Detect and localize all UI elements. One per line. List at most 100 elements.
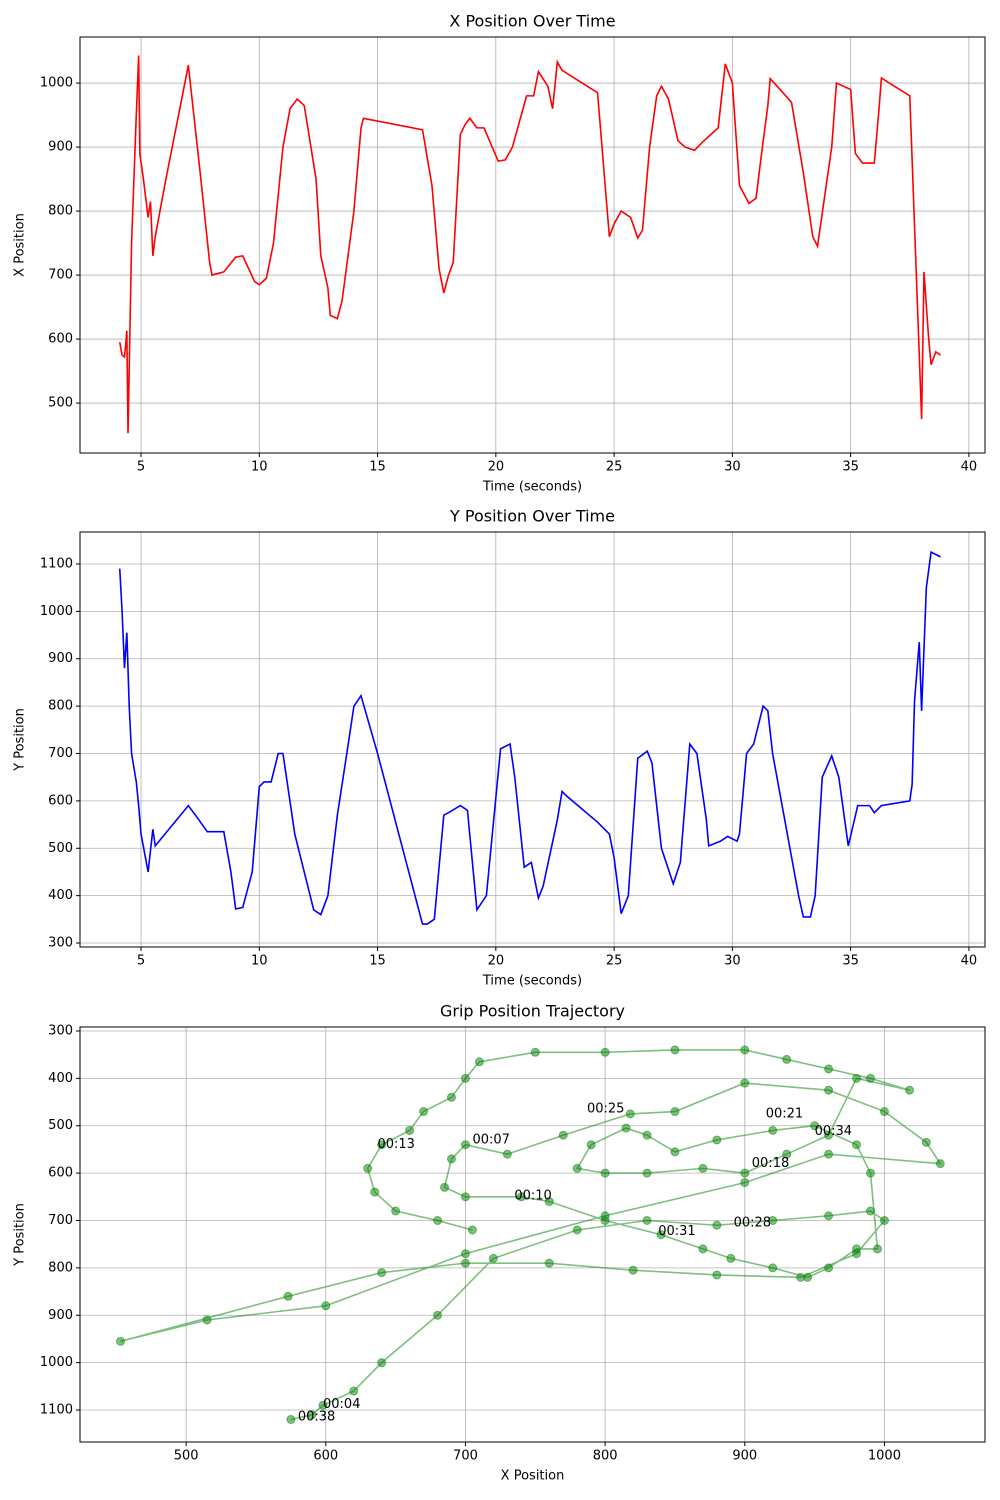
x-tick-label: 1000: [868, 1449, 901, 1464]
point: [824, 1064, 834, 1074]
x-tick-label: 35: [842, 954, 859, 969]
y-tick-label: 900: [48, 140, 73, 155]
plot-frame: [79, 36, 986, 454]
point: [363, 1163, 373, 1173]
x-tick-label: 15: [369, 954, 386, 969]
point: [307, 1410, 317, 1420]
point: [824, 1263, 834, 1273]
point: [852, 1073, 862, 1083]
y-tick-label: 1100: [40, 1403, 73, 1418]
x-tick-label: 20: [488, 954, 505, 969]
point: [516, 1192, 526, 1202]
annotation: 00:10: [514, 1188, 551, 1203]
point: [474, 1057, 484, 1067]
y-tick-label: 800: [48, 1260, 73, 1275]
x-tick-label: 25: [606, 460, 623, 475]
y-tick-label: 600: [48, 332, 73, 347]
point: [712, 1135, 722, 1145]
data-line: [118, 55, 941, 434]
point: [321, 1301, 331, 1311]
point: [879, 1215, 889, 1225]
point: [824, 1149, 834, 1159]
y-tick-label: 700: [48, 268, 73, 283]
point: [419, 1107, 429, 1117]
point: [935, 1159, 945, 1169]
point: [488, 1253, 498, 1263]
point: [283, 1291, 293, 1301]
trajectory-line: [120, 1049, 942, 1421]
point: [698, 1244, 708, 1254]
annotation: 00:04: [323, 1397, 360, 1412]
point: [740, 1178, 750, 1188]
point: [530, 1047, 540, 1057]
point: [621, 1123, 631, 1133]
point: [460, 1073, 470, 1083]
plot-area: [116, 1045, 945, 1424]
x-tick-label: 40: [961, 460, 978, 475]
x-tick-label: 5: [137, 954, 145, 969]
y-tick-label: 500: [48, 396, 73, 411]
y-tick-label: 1000: [40, 1355, 73, 1370]
y-tick-label: 300: [48, 936, 73, 951]
point: [600, 1215, 610, 1225]
y-axis-label: Y Position: [13, 1203, 28, 1267]
point: [286, 1414, 296, 1424]
y-tick-label: 600: [48, 793, 73, 808]
point: [726, 1253, 736, 1263]
point: [460, 1258, 470, 1268]
point: [572, 1225, 582, 1235]
point: [586, 1140, 596, 1150]
y-axis-label: X Position: [13, 213, 28, 277]
point: [852, 1244, 862, 1254]
y-tick-label: 600: [48, 1166, 73, 1181]
point: [467, 1225, 477, 1235]
point: [865, 1168, 875, 1178]
point: [740, 1168, 750, 1178]
point: [712, 1270, 722, 1280]
x-tick-label: 25: [606, 954, 623, 969]
point: [642, 1215, 652, 1225]
point: [824, 1211, 834, 1221]
point: [544, 1258, 554, 1268]
point: [433, 1310, 443, 1320]
annotation: 00:28: [734, 1215, 771, 1230]
y-tick-label: 300: [48, 1023, 73, 1038]
annotation: 00:25: [587, 1102, 624, 1117]
point: [391, 1206, 401, 1216]
x-axis-label: Time (seconds): [482, 974, 582, 989]
y-tick-label: 800: [48, 204, 73, 219]
annotation: 00:13: [377, 1137, 414, 1152]
point: [446, 1154, 456, 1164]
point: [600, 1047, 610, 1057]
x-tick-label: 20: [488, 460, 505, 475]
point: [600, 1168, 610, 1178]
point: [370, 1187, 380, 1197]
chart-title: Grip Position Trajectory: [440, 1002, 625, 1021]
x-tick-label: 800: [593, 1449, 618, 1464]
annotation: 00:34: [815, 1124, 852, 1139]
point: [642, 1130, 652, 1140]
x-tick-label: 40: [961, 954, 978, 969]
x-tick-label: 30: [724, 460, 741, 475]
point: [377, 1358, 387, 1368]
subplot: 5 10 15 20 25 30 35 40 500 600 700 800 900 1000 X Posi…: [13, 12, 986, 495]
x-tick-label: 900: [732, 1449, 757, 1464]
point: [628, 1265, 638, 1275]
point: [460, 1192, 470, 1202]
x-tick-label: 600: [313, 1449, 338, 1464]
x-tick-label: 35: [842, 460, 859, 475]
point: [698, 1163, 708, 1173]
point: [202, 1315, 212, 1325]
point: [782, 1149, 792, 1159]
subplot: 500 600 700 800 900 1000 300 400 500 600 700 800 900…: [13, 1002, 986, 1484]
point: [810, 1121, 820, 1131]
x-tick-label: 500: [174, 1449, 199, 1464]
point: [670, 1107, 680, 1117]
plot-area: [118, 55, 941, 434]
point: [502, 1149, 512, 1159]
point: [656, 1230, 666, 1240]
point: [460, 1140, 470, 1150]
x-tick-label: 15: [369, 460, 386, 475]
point: [446, 1092, 456, 1102]
y-tick-label: 900: [48, 1308, 73, 1323]
